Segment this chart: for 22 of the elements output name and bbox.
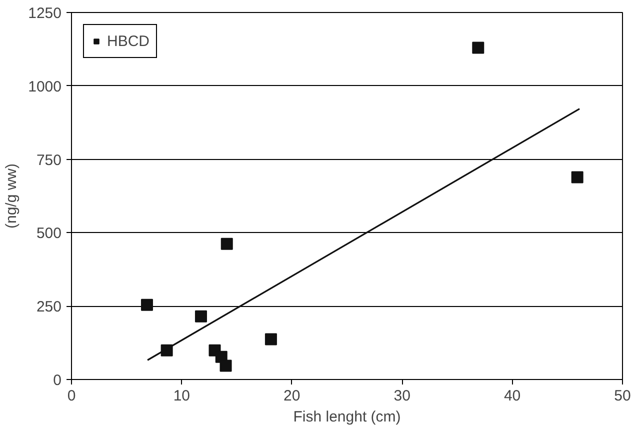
legend-label: HBCD bbox=[107, 32, 150, 50]
point bbox=[140, 298, 153, 311]
x-tick-label: 30 bbox=[394, 388, 410, 404]
point bbox=[194, 310, 207, 322]
x-tick-label: 10 bbox=[173, 388, 190, 404]
y-tick-label: 0 bbox=[53, 372, 62, 389]
y-tick-label: 1000 bbox=[28, 78, 62, 96]
y-tick-label: 750 bbox=[36, 152, 62, 169]
point bbox=[472, 42, 484, 54]
y-tick-label: 500 bbox=[36, 225, 62, 242]
y-tick-label: 1250 bbox=[28, 5, 62, 22]
x-tick-label: 20 bbox=[284, 388, 300, 404]
y-tick-label: 250 bbox=[36, 298, 62, 316]
point bbox=[571, 171, 584, 184]
x-tick-label: 50 bbox=[614, 388, 631, 404]
y-axis-title: (ng/g ww) bbox=[3, 163, 20, 229]
point bbox=[264, 333, 277, 346]
x-tick-label: 40 bbox=[504, 388, 521, 404]
point bbox=[220, 360, 232, 372]
x-tick-label: 0 bbox=[67, 388, 76, 404]
x-axis-title: Fish lenght (cm) bbox=[293, 408, 401, 426]
point bbox=[220, 238, 233, 250]
